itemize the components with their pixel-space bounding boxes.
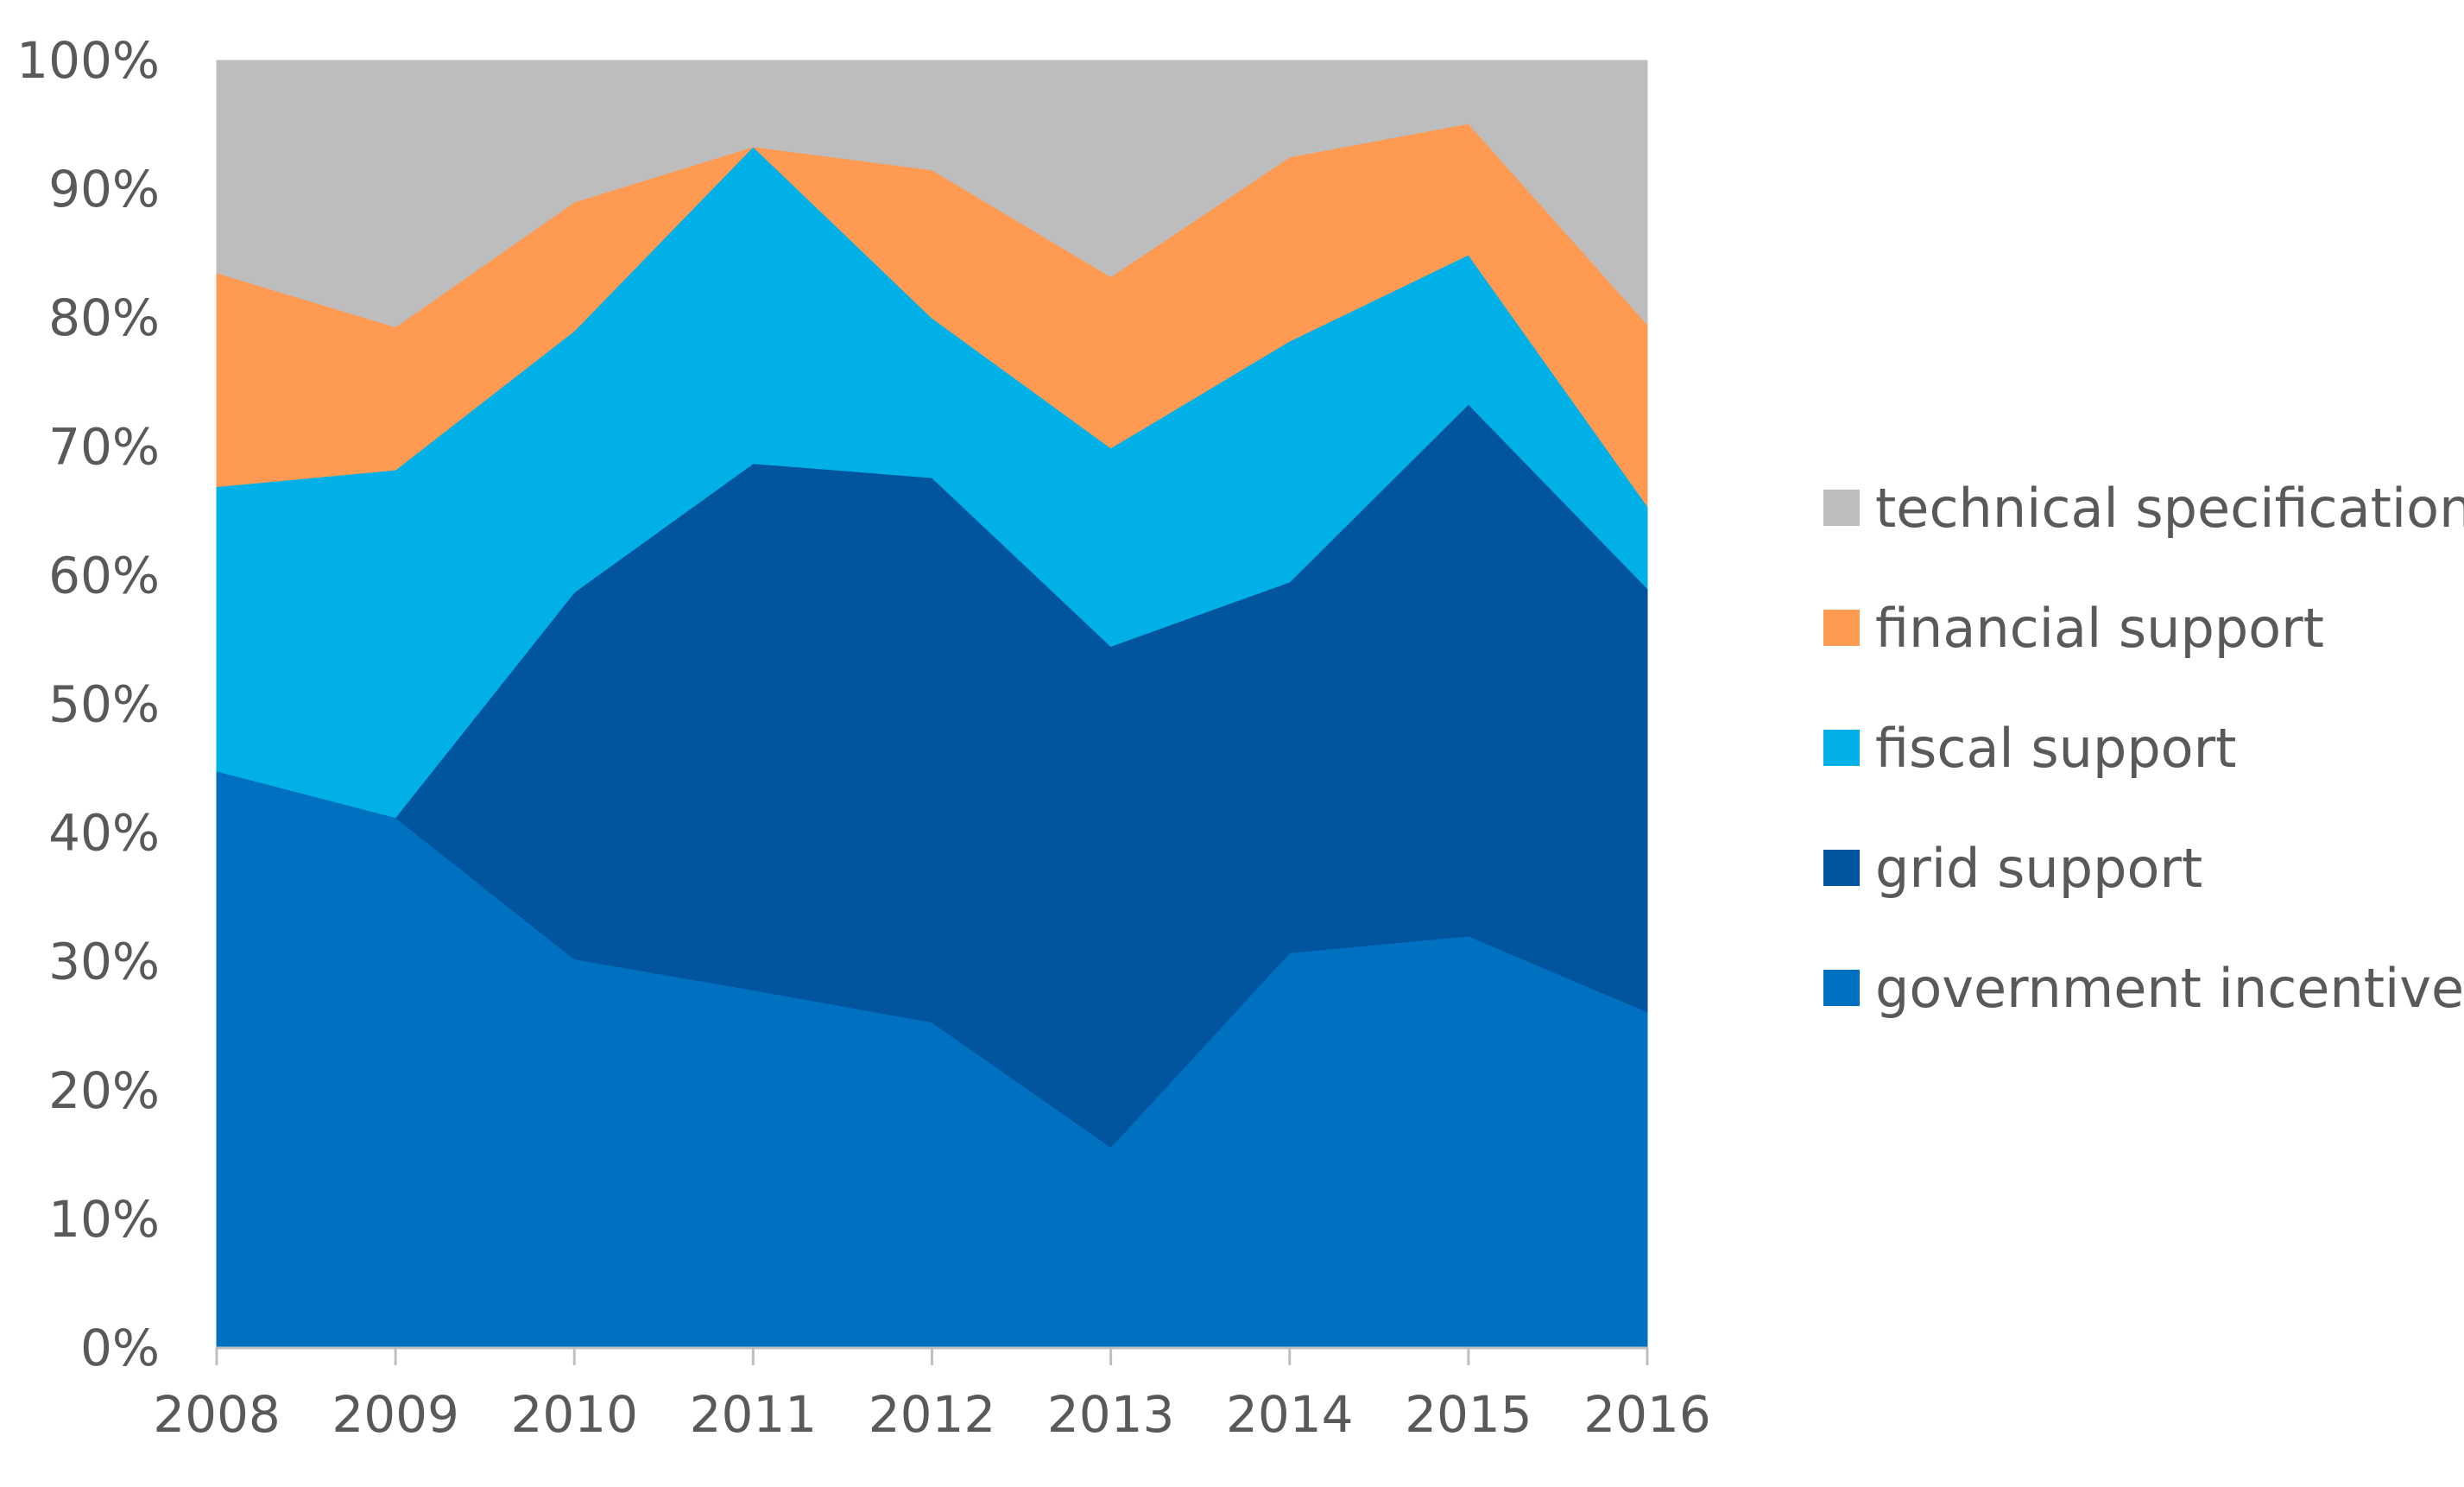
- legend-label: technical specification: [1875, 477, 2464, 540]
- x-tick-label: 2011: [690, 1385, 818, 1444]
- legend-label: grid support: [1875, 837, 2202, 900]
- x-tick-label: 2010: [510, 1385, 638, 1444]
- legend: technical specification financial support…: [1823, 477, 2464, 1020]
- y-tick-label: 0%: [80, 1319, 160, 1377]
- y-tick-label: 100%: [16, 31, 160, 90]
- legend-item-technical-specification: technical specification: [1823, 477, 2464, 540]
- legend-swatch: [1823, 850, 1860, 886]
- legend-swatch: [1823, 970, 1860, 1006]
- areas-layer: [216, 60, 1648, 1349]
- y-tick-label: 50%: [48, 675, 160, 734]
- x-tick-label: 2014: [1226, 1385, 1354, 1444]
- legend-swatch: [1823, 490, 1860, 526]
- legend-item-financial-support: financial support: [1823, 597, 2324, 660]
- legend-item-grid-support: grid support: [1823, 837, 2202, 900]
- legend-label: financial support: [1875, 597, 2324, 660]
- y-tick-label: 20%: [48, 1061, 160, 1120]
- y-tick-label: 90%: [48, 160, 160, 218]
- legend-item-fiscal-support: fiscal support: [1823, 717, 2236, 780]
- x-tick-label: 2009: [332, 1385, 459, 1444]
- x-tick-label: 2015: [1405, 1385, 1532, 1444]
- x-tick-label: 2008: [153, 1385, 281, 1444]
- y-tick-label: 40%: [48, 804, 160, 863]
- x-tick-label: 2013: [1047, 1385, 1175, 1444]
- x-tick-label: 2012: [869, 1385, 996, 1444]
- legend-swatch: [1823, 730, 1860, 766]
- axes-layer: [215, 1346, 1649, 1365]
- x-tick-label: 2016: [1583, 1385, 1711, 1444]
- legend-item-government-incentive: government incentive: [1823, 957, 2464, 1020]
- tick-labels-layer: 2008 2009 2010 2011 2012 2013 2014 2015 2016 0% 10…: [16, 31, 1711, 1444]
- y-tick-label: 80%: [48, 288, 160, 347]
- area-technical-specification: [216, 60, 1648, 328]
- y-tick-label: 30%: [48, 933, 160, 991]
- legend-label: fiscal support: [1875, 717, 2236, 780]
- legend-label: government incentive: [1875, 957, 2464, 1020]
- legend-swatch: [1823, 610, 1860, 646]
- y-tick-label: 60%: [48, 546, 160, 604]
- y-tick-label: 10%: [48, 1190, 160, 1249]
- y-tick-label: 70%: [48, 417, 160, 476]
